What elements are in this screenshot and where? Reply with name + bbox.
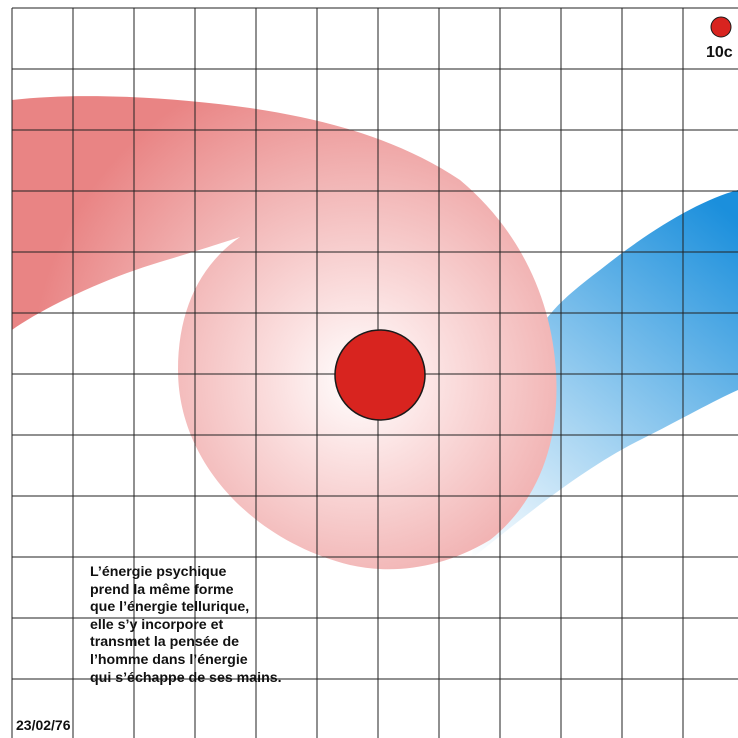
- center-dot: [334, 329, 426, 421]
- scale-dot-icon: [710, 16, 732, 38]
- caption-text: L’énergie psychique prend la même forme …: [90, 564, 282, 687]
- psychic-energy-swirl: [12, 96, 557, 570]
- scale-label: 10c: [706, 44, 733, 61]
- caption-line: prend la même forme: [90, 581, 234, 598]
- caption-line: L’énergie psychique: [90, 564, 227, 580]
- caption-line: qui s’échappe de ses mains.: [90, 669, 282, 686]
- caption-line: que l’énergie tellurique,: [90, 599, 250, 616]
- grid: [11, 7, 738, 738]
- date-label: 23/02/76: [16, 717, 71, 733]
- caption-line: transmet la pensée de: [90, 634, 240, 651]
- caption-line: l’homme dans l’énergie: [90, 651, 248, 668]
- caption-line: elle s’y incorpore et: [90, 616, 224, 633]
